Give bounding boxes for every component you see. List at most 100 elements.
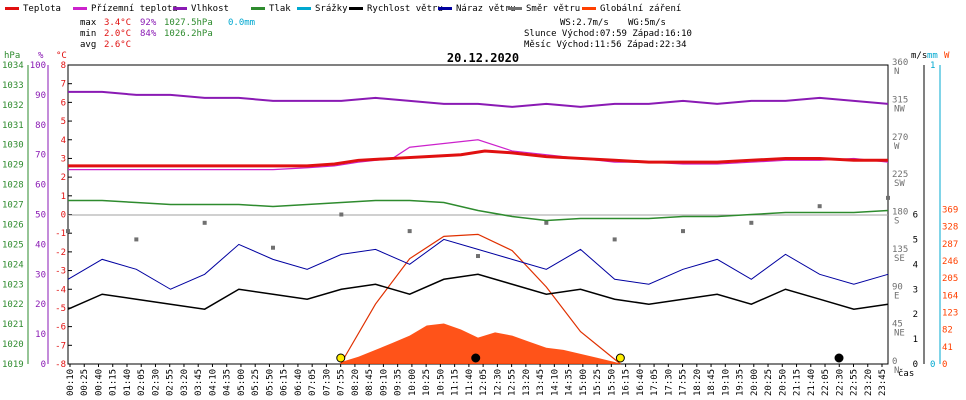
stats-max-hum: 92%	[140, 18, 157, 28]
axis-hpa-tick: 1030	[2, 141, 24, 151]
wind-direction-point	[749, 220, 754, 225]
axis-hpa-tick: 1021	[2, 320, 24, 330]
axis-dir-compass: NW	[894, 104, 905, 114]
axis-hpa-tick: 1027	[2, 201, 24, 211]
legend-label-0: Teplota	[23, 4, 61, 14]
wind-direction-point	[544, 220, 549, 225]
legend-label-7: Směr větru	[526, 4, 580, 14]
stats-max-rain: 0.0mm	[228, 18, 255, 28]
axis-w-tick: 123	[942, 309, 958, 319]
axis-dir-tick: 225	[892, 170, 908, 180]
x-tick-label: 01:40	[123, 369, 133, 396]
legend-swatch-3	[251, 7, 265, 10]
stats-avg-temp: 2.6°C	[104, 40, 131, 50]
axis-ms-tick: 1	[913, 335, 918, 345]
axis-pct-tick: 50	[35, 211, 46, 221]
axis-temp-tick: 3	[61, 154, 66, 164]
chart-marks	[66, 90, 890, 365]
stats-min-press: 1026.2hPa	[164, 29, 213, 39]
axis-dir-compass: N	[894, 366, 899, 376]
stats-max-label: max	[80, 18, 97, 28]
x-axis: 00:10 00:25 00:40 01:15 01:40 02:05 02:30 02:55…	[66, 364, 888, 396]
axis-temp-tick: 2	[61, 173, 66, 183]
axis-pct-tick: 60	[35, 181, 46, 191]
axis-dir-tick: 360	[892, 58, 908, 68]
x-tick-label: 08:20	[351, 369, 361, 396]
x-tick-label: 01:15	[109, 369, 119, 396]
stats-min-hum: 84%	[140, 29, 157, 39]
axis-pct-tick: 40	[35, 240, 46, 250]
x-tick-label: 00:25	[80, 369, 90, 396]
axis-mm-tick: 0	[930, 360, 935, 370]
axis-pct-tick: 0	[41, 360, 46, 370]
axis-ms-title: m/s	[911, 51, 927, 61]
x-tick-label: 04:35	[223, 369, 233, 396]
legend-label-6: Náraz větru	[456, 4, 516, 14]
axis-temp-tick: 7	[61, 80, 66, 90]
stats-min-temp: 2.0°C	[104, 29, 131, 39]
axis-hpa-tick: 1023	[2, 280, 24, 290]
x-tick-label: 11:40	[465, 369, 475, 396]
x-tick-label: 13:45	[536, 369, 546, 396]
x-tick-label: 05:50	[265, 369, 275, 396]
legend-swatch-5	[349, 7, 363, 10]
axis-dir-tick: 90	[892, 282, 903, 292]
axis-pct-tick: 10	[35, 330, 46, 340]
x-tick-label: 13:20	[522, 369, 532, 396]
axis-ms-tick: 4	[913, 260, 918, 270]
stats-min-label: min	[80, 29, 96, 39]
legend-label-5: Rychlost větru	[367, 4, 443, 14]
stats-block: max 3.4°C 92% 1027.5hPa 0.0mm min 2.0°C …	[80, 18, 692, 50]
axis-ms-tick: 3	[913, 285, 918, 295]
axis-ms-tick: 0	[913, 360, 918, 370]
x-tick-label: 19:35	[736, 369, 746, 396]
axis-hpa-tick: 1034	[2, 61, 24, 71]
x-tick-label: 07:55	[337, 369, 347, 396]
axis-dir-tick: 0	[892, 357, 897, 367]
x-tick-label: 00:40	[94, 369, 104, 396]
x-tick-label: 21:40	[807, 369, 817, 396]
axis-dir-tick: 135	[892, 245, 908, 255]
wind-direction-point	[681, 229, 685, 234]
axis-ms-tick: 2	[913, 310, 918, 320]
axis-pct-title: %	[38, 51, 44, 61]
x-tick-label: 12:55	[508, 369, 518, 396]
axis-temp-tick: -3	[55, 267, 66, 277]
wind-direction-point	[202, 220, 207, 225]
x-tick-label: 07:05	[308, 369, 318, 396]
x-tick-label: 18:20	[693, 369, 703, 396]
axis-w-title: W	[944, 51, 950, 61]
x-tick-label: 09:10	[379, 369, 389, 396]
axis-w-tick: 287	[942, 240, 958, 250]
axis-w-tick: 328	[942, 223, 958, 233]
left-axes: hPa% °C1019102010211022102310241025102610…	[2, 51, 72, 370]
axis-hpa-tick: 1026	[2, 220, 24, 230]
wind-direction-point	[407, 229, 412, 234]
axis-hpa-tick: 1029	[2, 161, 24, 171]
axis-dir-tick: 45	[892, 320, 903, 330]
series-ground-temp	[68, 139, 889, 171]
x-tick-label: 19:10	[721, 369, 731, 396]
axis-temp-tick: -1	[55, 229, 66, 239]
legend-swatch-4	[297, 7, 311, 10]
stats-avg-label: avg	[80, 40, 96, 50]
x-tick-label: 14:10	[550, 369, 560, 396]
axis-dir-compass: N	[894, 67, 899, 77]
axis-hpa-tick: 1020	[2, 340, 24, 350]
legend-swatch-0	[5, 7, 19, 10]
wind-direction-point	[886, 195, 890, 200]
series-pressure	[68, 199, 889, 222]
right-axes: m/s mm W0N45NE90E135SE180S225SW270W315NW36…	[892, 51, 958, 376]
legend-label-2: Vlhkost	[191, 4, 229, 14]
axis-pct-tick: 80	[35, 121, 46, 131]
x-tick-label: 17:05	[650, 369, 660, 396]
axis-pct-tick: 90	[35, 91, 46, 101]
series-radiation-area	[341, 323, 622, 364]
x-tick-label: 03:20	[180, 369, 190, 396]
sunset-marker	[615, 353, 625, 363]
x-tick-label: 04:10	[208, 369, 218, 396]
wind-direction-point	[612, 237, 617, 242]
axis-temp-tick: 6	[61, 98, 66, 108]
axis-w-tick: 0	[942, 360, 947, 370]
